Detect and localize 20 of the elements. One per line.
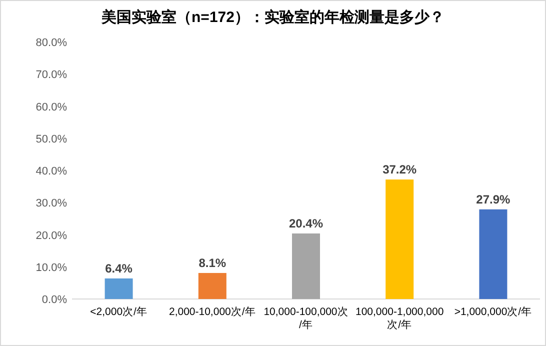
data-label: 27.9%	[476, 192, 511, 206]
y-tick-label: 80.0%	[36, 37, 68, 49]
data-label: 37.2%	[382, 162, 417, 176]
y-tick-label: 70.0%	[36, 69, 68, 82]
x-tick-label: >1,000,000次/年	[454, 306, 532, 318]
y-tick-label: 50.0%	[36, 133, 68, 146]
y-tick-label: 30.0%	[36, 198, 68, 210]
y-tick-label: 60.0%	[36, 101, 68, 114]
data-label: 6.4%	[105, 261, 133, 276]
x-tick-label: 2,000-10,000次/年	[168, 306, 256, 318]
y-tick-label: 40.0%	[36, 166, 68, 178]
y-tick-label: 10.0%	[36, 262, 68, 274]
x-tick-label: 100,000-1,000,000次/年	[356, 306, 444, 331]
y-tick-label: 20.0%	[36, 230, 68, 242]
y-tick-label: 0.0%	[42, 294, 68, 306]
data-label: 8.1%	[198, 256, 226, 270]
x-tick-label: 10,000-100,000次/年	[264, 306, 348, 331]
x-tick-label: <2,000次/年	[90, 306, 148, 318]
chart-title: 美国实验室（n=172）：实验室的年检测量是多少？	[100, 8, 444, 26]
data-label: 20.4%	[288, 216, 324, 230]
